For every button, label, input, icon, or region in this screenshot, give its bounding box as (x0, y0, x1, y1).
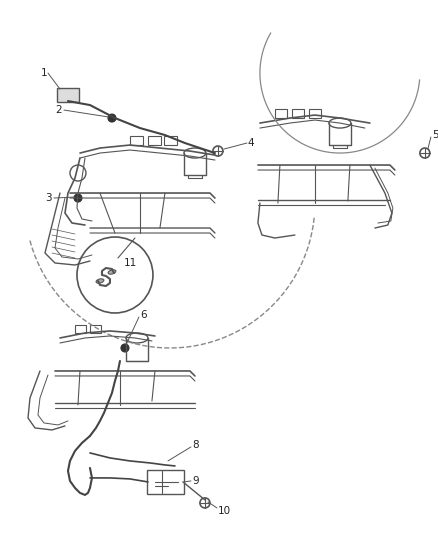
Ellipse shape (108, 270, 116, 274)
FancyBboxPatch shape (75, 325, 86, 333)
Text: 4: 4 (247, 138, 254, 148)
FancyBboxPatch shape (57, 88, 79, 102)
FancyBboxPatch shape (308, 109, 320, 118)
Circle shape (74, 194, 82, 202)
Text: 6: 6 (140, 310, 146, 320)
Text: 2: 2 (55, 105, 62, 115)
Circle shape (108, 114, 116, 122)
FancyBboxPatch shape (130, 136, 143, 145)
Ellipse shape (96, 279, 104, 283)
FancyBboxPatch shape (148, 136, 161, 145)
Text: 11: 11 (123, 258, 136, 268)
Text: 3: 3 (45, 193, 52, 203)
FancyBboxPatch shape (90, 325, 101, 333)
FancyBboxPatch shape (147, 470, 184, 494)
Text: 1: 1 (40, 68, 47, 78)
Text: 9: 9 (191, 476, 198, 486)
Text: 10: 10 (217, 506, 230, 516)
Text: 5: 5 (431, 130, 438, 140)
FancyBboxPatch shape (163, 136, 177, 145)
Circle shape (121, 344, 129, 352)
FancyBboxPatch shape (291, 109, 303, 118)
FancyBboxPatch shape (274, 109, 286, 118)
Text: 8: 8 (191, 440, 198, 450)
Circle shape (77, 237, 152, 313)
